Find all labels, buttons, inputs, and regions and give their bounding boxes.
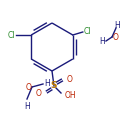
- Text: H: H: [24, 102, 30, 111]
- Text: H: H: [44, 79, 50, 89]
- Text: O: O: [67, 74, 73, 84]
- Text: O: O: [36, 89, 42, 97]
- Text: OH: OH: [65, 91, 77, 99]
- Text: Cl: Cl: [8, 30, 15, 40]
- Text: Cl: Cl: [84, 27, 91, 37]
- Text: H: H: [114, 22, 120, 30]
- Text: O: O: [113, 32, 119, 42]
- Text: H: H: [99, 37, 105, 47]
- Text: S: S: [51, 82, 57, 91]
- Text: O: O: [25, 82, 31, 92]
